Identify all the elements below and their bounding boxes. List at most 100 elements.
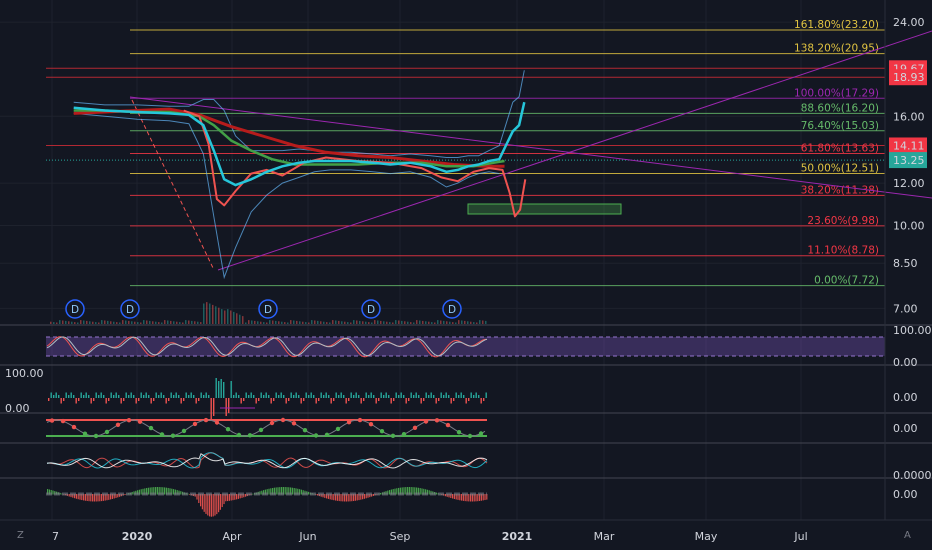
histogram-bar <box>117 494 119 498</box>
histogram-bar <box>459 494 461 501</box>
vol-osc-bar <box>298 395 300 398</box>
histogram-bar <box>95 494 97 502</box>
vol-osc-bar <box>118 395 120 398</box>
osc-dot <box>269 420 275 426</box>
volume-bar <box>386 321 388 324</box>
vol-osc-bar <box>393 398 395 401</box>
volume-bar <box>368 322 370 324</box>
vol-osc-bar <box>408 398 410 401</box>
histogram-bar <box>174 489 176 495</box>
dividend-marker[interactable]: D <box>361 299 381 319</box>
histogram-bar <box>219 494 221 510</box>
histogram-bar <box>358 494 360 501</box>
stoch-d-line <box>46 336 488 358</box>
histogram-bar <box>480 494 482 501</box>
volume-bar <box>62 320 64 324</box>
dividend-marker[interactable]: D <box>442 299 462 319</box>
auto-scale-button[interactable]: A <box>904 530 911 541</box>
histogram-bar <box>160 487 162 495</box>
histogram-bar <box>349 494 351 502</box>
histogram-bar <box>149 487 151 495</box>
volume-bar <box>482 320 484 324</box>
histogram-bar <box>333 494 335 501</box>
dividend-marker-label: D <box>367 304 375 316</box>
volume-bar <box>449 321 451 324</box>
osc-dot <box>302 428 308 433</box>
volume-bar <box>305 322 307 324</box>
volume-bar <box>206 302 208 324</box>
price-tag-label: 14.11 <box>893 139 925 152</box>
histogram-bar <box>448 494 450 498</box>
histogram-bar <box>347 494 349 502</box>
vol-osc-bar <box>308 395 310 398</box>
volume-bar <box>83 320 85 324</box>
volume-bar <box>101 320 103 324</box>
dividend-marker[interactable]: D <box>258 299 278 319</box>
histogram-bar <box>462 494 464 501</box>
vol-osc-bar <box>53 395 55 398</box>
volume-bar <box>149 320 151 324</box>
volume-bar <box>476 322 478 324</box>
osc-dot <box>434 418 440 423</box>
histogram-bar <box>392 489 394 495</box>
histogram-bar <box>263 490 265 495</box>
vol-osc-bar <box>310 392 312 398</box>
vol-osc-bar <box>305 392 307 398</box>
dots-line <box>46 419 486 437</box>
vol-osc-bar <box>375 398 377 404</box>
osc-dot <box>93 433 99 439</box>
histogram-bar <box>423 488 425 495</box>
dividend-marker[interactable]: D <box>65 299 85 319</box>
vol-osc-bar <box>245 392 247 398</box>
histogram-bar <box>270 488 272 495</box>
volume-bar <box>74 322 76 324</box>
histogram-bar <box>99 494 101 502</box>
price-axis: 24.0019.6718.9316.0014.1113.2512.0010.00… <box>5 0 932 520</box>
fib-level-label: 100.00%(17.29) <box>794 87 879 99</box>
volume-bar <box>50 321 52 324</box>
histogram-bar <box>75 494 77 499</box>
time-axis-label: Jun <box>298 530 316 543</box>
volume-bar <box>95 322 97 324</box>
histogram-bar <box>372 494 374 496</box>
indicator-series <box>50 101 527 324</box>
volume-bar <box>416 320 418 324</box>
volume-bar <box>113 321 115 324</box>
volume-bar <box>290 320 292 324</box>
histogram-bar <box>340 494 342 502</box>
histogram-bar <box>475 494 477 502</box>
volume-bar <box>296 320 298 324</box>
vol-osc-bar <box>125 392 127 398</box>
vol-osc-bar <box>410 392 412 398</box>
zoom-button[interactable]: Z <box>17 530 24 541</box>
volume-bar <box>239 314 241 324</box>
vol-osc-bar <box>403 395 405 398</box>
histogram-bar <box>232 494 234 501</box>
vol-osc-bar <box>380 392 382 398</box>
volume-bar <box>437 320 439 324</box>
histogram-bar <box>48 489 50 495</box>
volume-bar <box>203 303 205 324</box>
volume-bar <box>260 321 262 324</box>
vol-osc-bar <box>143 395 145 398</box>
vol-osc-bar <box>383 395 385 398</box>
histogram-bar <box>50 489 52 495</box>
histogram-bar <box>201 494 203 510</box>
histogram-bar <box>455 494 457 500</box>
histogram-bar <box>216 494 218 515</box>
panel-axis-tick: 0.0000 <box>893 469 932 482</box>
vol-osc-bar <box>165 398 167 404</box>
histogram-bar <box>279 487 281 495</box>
histogram-bar <box>230 494 232 501</box>
histogram-bar <box>205 494 207 514</box>
osc-dot <box>203 417 209 423</box>
dividend-marker[interactable]: D <box>120 299 140 319</box>
histogram-bar <box>300 489 302 495</box>
histogram-bar <box>486 494 488 500</box>
volume-bar <box>314 320 316 324</box>
histogram-bar <box>138 489 140 495</box>
histogram-bar <box>147 487 149 495</box>
panel-axis-tick: 100.00 <box>893 324 932 337</box>
